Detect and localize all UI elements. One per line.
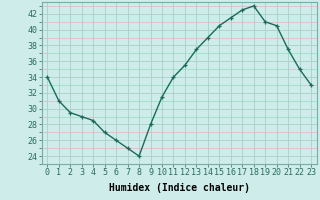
X-axis label: Humidex (Indice chaleur): Humidex (Indice chaleur) [109, 183, 250, 193]
